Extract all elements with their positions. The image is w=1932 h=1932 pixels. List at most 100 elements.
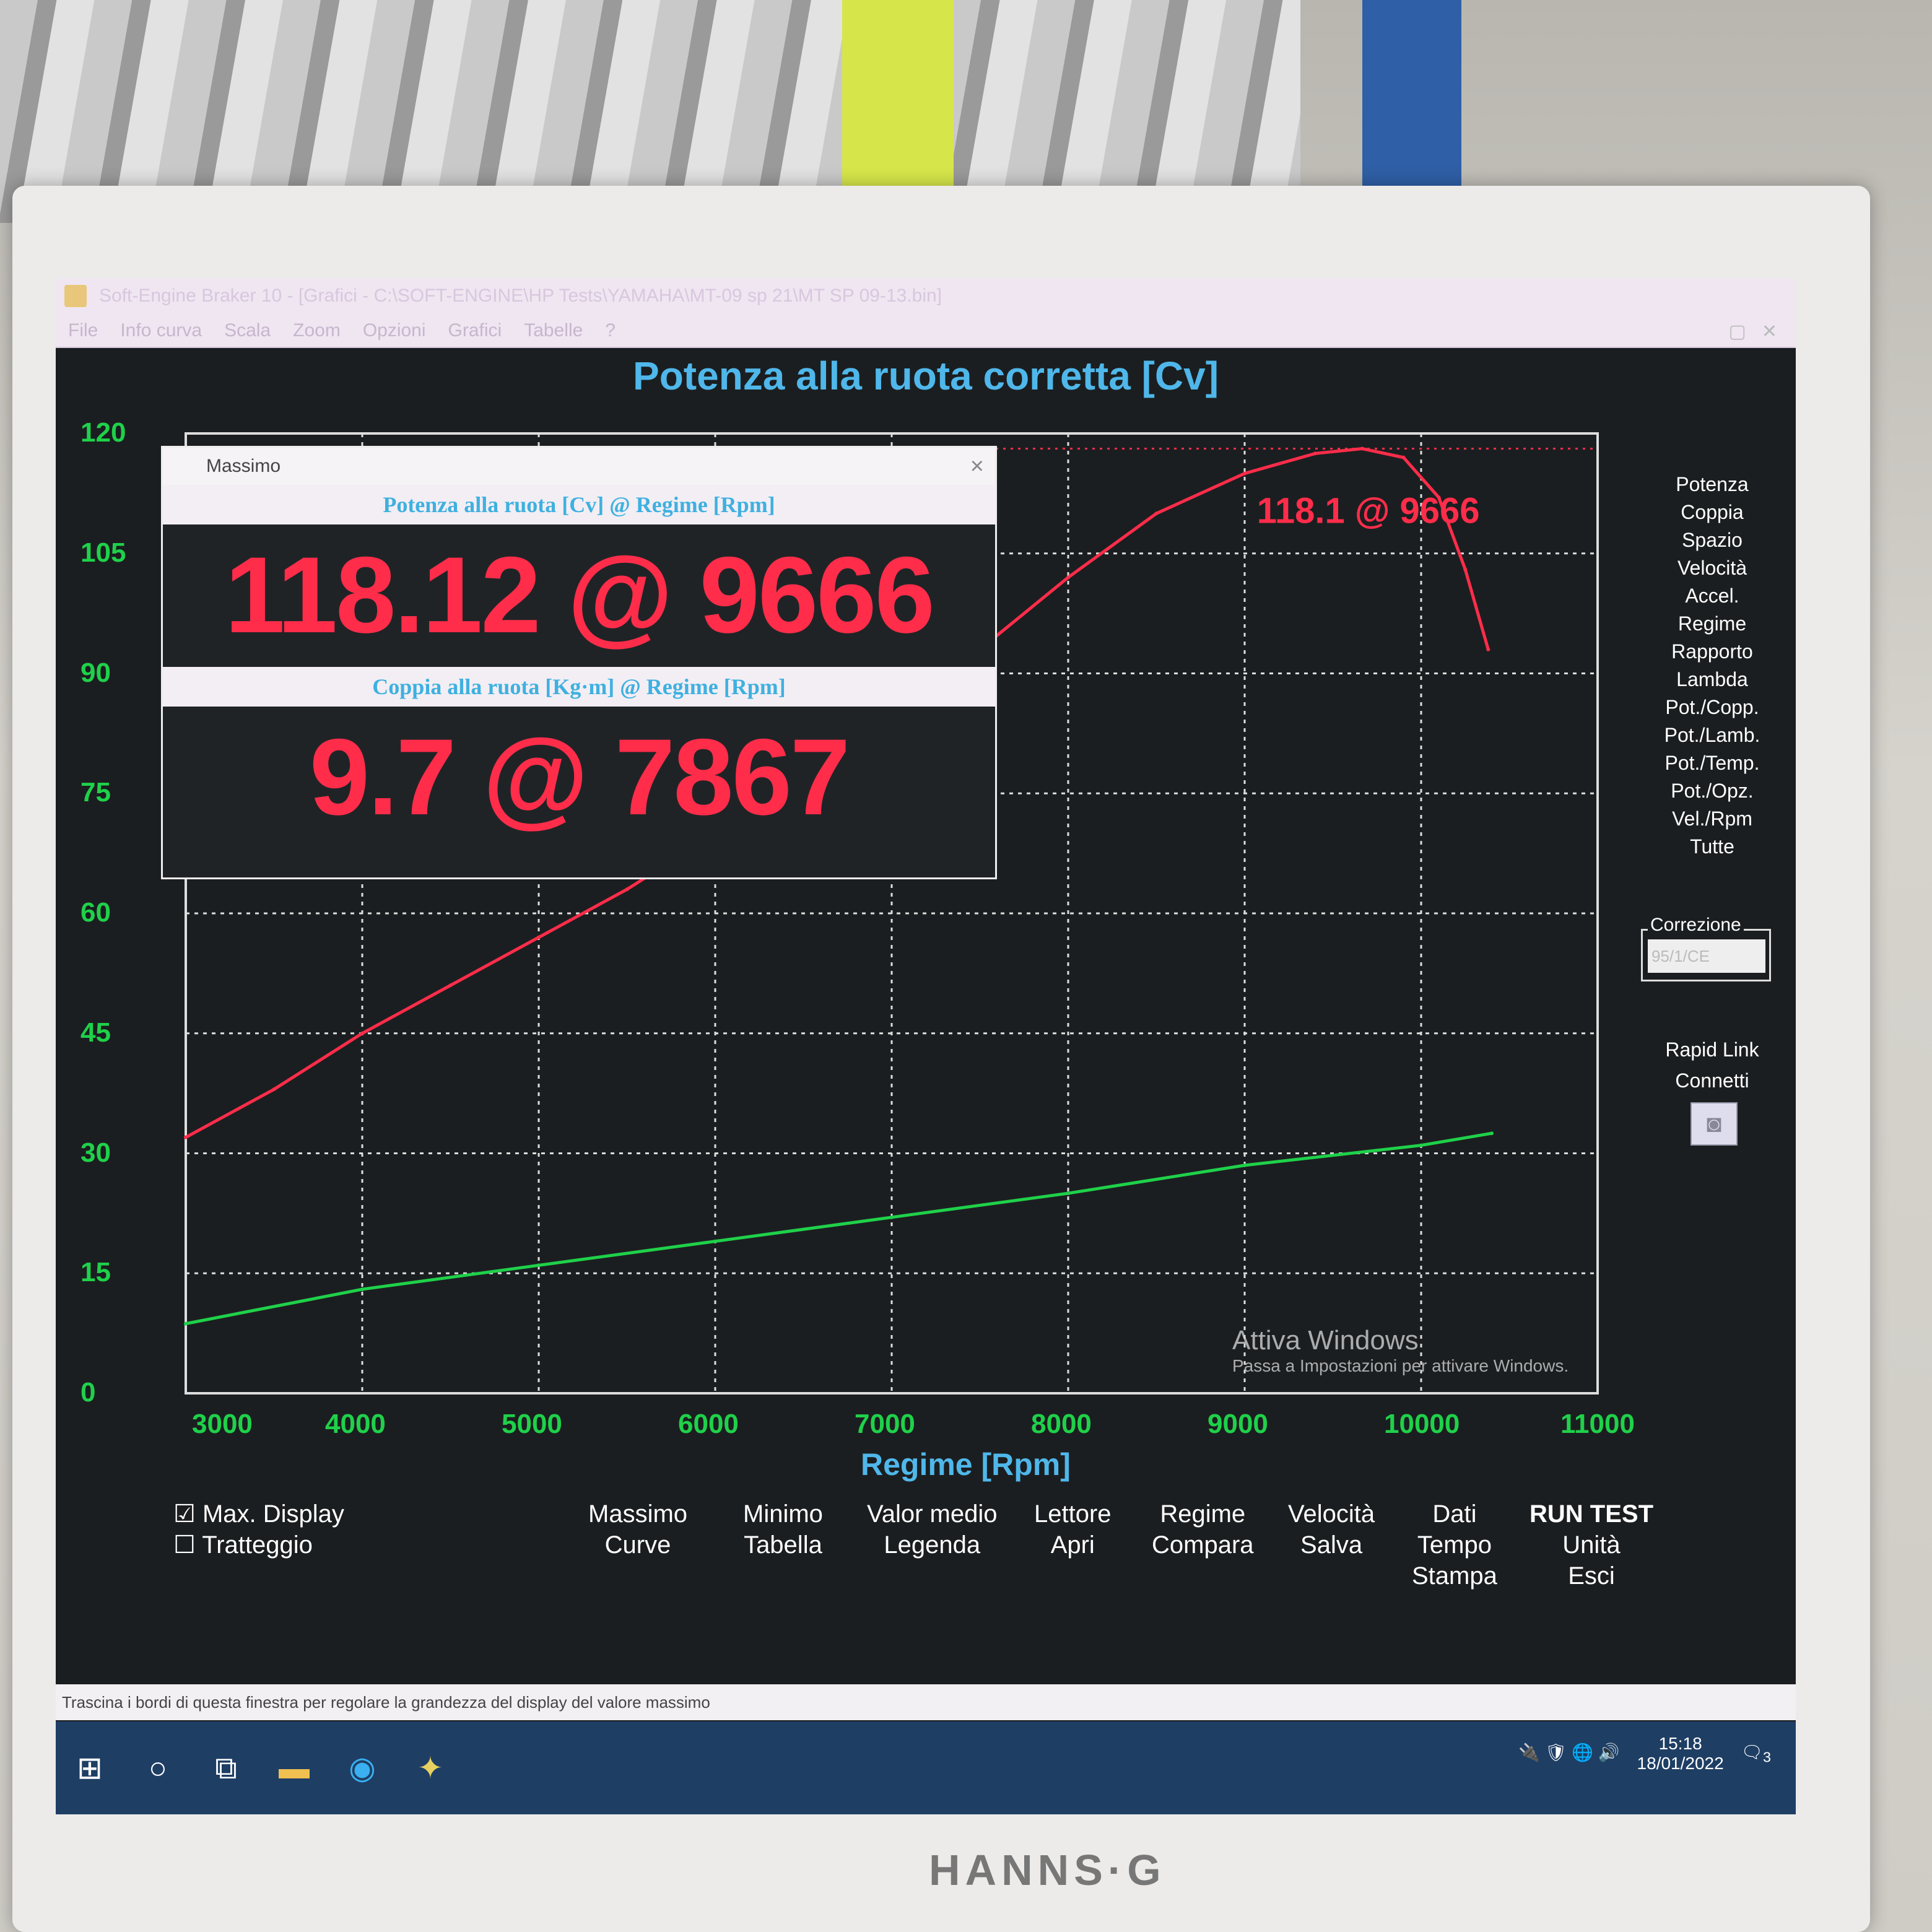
file-explorer-icon[interactable]: ▬ — [279, 1751, 310, 1785]
power-point — [1066, 575, 1070, 580]
tabella-button[interactable]: Tabella — [744, 1531, 822, 1559]
y-tick-label: 120 — [80, 417, 126, 448]
right-menu-item[interactable]: Coppia — [1681, 501, 1744, 523]
right-menu-item[interactable]: Potenza — [1676, 473, 1749, 495]
notification-icon[interactable]: 🗨3 — [1741, 1743, 1771, 1765]
torque-point — [1419, 1143, 1423, 1147]
y-tick-label: 15 — [80, 1257, 111, 1288]
right-menu-item[interactable]: Accel. — [1685, 585, 1739, 607]
dati-button[interactable]: Dati — [1432, 1500, 1477, 1528]
right-menu-item[interactable]: Pot./Lamb. — [1664, 724, 1760, 746]
power-point — [1154, 511, 1159, 516]
correction-group: Correzione 95/1/CE — [1641, 915, 1771, 981]
y-tick-label: 30 — [80, 1137, 111, 1168]
y-tick-label: 45 — [80, 1017, 111, 1048]
right-menu-item[interactable]: Spazio — [1682, 529, 1743, 551]
window-controls[interactable]: ▢ ✕ — [1728, 321, 1778, 342]
menu-file[interactable]: File — [68, 320, 98, 341]
power-point — [1486, 647, 1490, 651]
menu-zoom[interactable]: Zoom — [293, 320, 341, 341]
connect-button[interactable]: Connetti — [1675, 1069, 1749, 1092]
y-tick-label: 90 — [80, 657, 111, 688]
right-menu-item[interactable]: Pot./Opz. — [1671, 780, 1754, 802]
right-menu-item[interactable]: Vel./Rpm — [1672, 807, 1752, 830]
x-axis-label: Regime [Rpm] — [861, 1447, 1071, 1482]
right-menu-item[interactable]: Pot./Temp. — [1664, 752, 1760, 774]
y-tick-label: 75 — [80, 777, 111, 808]
salva-button[interactable]: Salva — [1300, 1531, 1363, 1559]
title-bar: Soft-Engine Braker 10 - [Grafici - C:\SO… — [56, 279, 1796, 313]
power-point — [1313, 451, 1317, 456]
right-menu-item[interactable]: Regime — [1677, 612, 1747, 635]
system-tray: 🔌 🛡 🌐 🔊 15:18 18/01/2022 🗨3 — [1518, 1734, 1771, 1773]
task-view-icon[interactable]: ⧉ — [215, 1751, 237, 1785]
regime-button[interactable]: Regime — [1160, 1500, 1246, 1528]
clock-date[interactable]: 18/01/2022 — [1637, 1754, 1724, 1773]
x-tick-label: 3000 — [192, 1409, 253, 1439]
power-point — [537, 935, 541, 939]
menu-info-curva[interactable]: Info curva — [120, 320, 202, 341]
stampa-button[interactable]: Stampa — [1412, 1562, 1497, 1590]
torque-header: Coppia alla ruota [Kg·m] @ Regime [Rpm] — [163, 667, 995, 707]
x-tick-label: 10000 — [1384, 1409, 1460, 1439]
monitor-brand-logo: HANNS·G — [929, 1846, 1166, 1894]
screen: Soft-Engine Braker 10 - [Grafici - C:\SO… — [56, 279, 1796, 1814]
max-value-dialog[interactable]: Massimo × Potenza alla ruota [Cv] @ Regim… — [161, 446, 997, 879]
dialog-title: Massimo — [206, 456, 281, 476]
compara-button[interactable]: Compara — [1152, 1531, 1254, 1559]
y-tick-label: 105 — [80, 537, 126, 568]
apri-button[interactable]: Apri — [1050, 1531, 1095, 1559]
camera-icon[interactable]: ◙ — [1690, 1102, 1738, 1146]
menu-opzioni[interactable]: Opzioni — [362, 320, 426, 341]
max-display-checkbox[interactable]: ☑ Max. Display — [173, 1500, 344, 1528]
tratteggio-checkbox[interactable]: ☐ Tratteggio — [173, 1531, 313, 1559]
tray-icons[interactable]: 🔌 🛡 🌐 🔊 — [1518, 1743, 1620, 1762]
unita-button[interactable]: Unità — [1562, 1531, 1621, 1559]
rapid-link-label[interactable]: Rapid Link — [1665, 1038, 1759, 1061]
velocita-button[interactable]: Velocità — [1288, 1500, 1375, 1528]
torque-point — [360, 1287, 364, 1292]
menu-scala[interactable]: Scala — [224, 320, 271, 341]
curve-button[interactable]: Curve — [604, 1531, 671, 1559]
x-tick-label: 5000 — [502, 1409, 562, 1439]
esci-button[interactable]: Esci — [1568, 1562, 1615, 1590]
right-menu-item[interactable]: Rapporto — [1671, 640, 1753, 663]
right-menu-item[interactable]: Pot./Copp. — [1665, 696, 1759, 718]
torque-point — [1066, 1191, 1070, 1196]
right-menu-item[interactable]: Velocità — [1677, 557, 1747, 579]
torque-point — [537, 1263, 541, 1268]
right-menu-item[interactable]: Tutte — [1690, 835, 1734, 858]
x-tick-label: 8000 — [1031, 1409, 1092, 1439]
rapid-link: Rapid Link Connetti — [1641, 1034, 1783, 1096]
tempo-button[interactable]: Tempo — [1417, 1531, 1492, 1559]
lettore-button[interactable]: Lettore — [1034, 1500, 1112, 1528]
power-point — [1463, 567, 1468, 572]
correction-select[interactable]: 95/1/CE — [1648, 939, 1765, 973]
valor-medio-button[interactable]: Valor medio — [867, 1500, 998, 1528]
right-menu: Potenza Coppia Spazio Velocità Accel. Regime R… — [1641, 471, 1783, 861]
menu-tabelle[interactable]: Tabelle — [524, 320, 583, 341]
menu-grafici[interactable]: Grafici — [448, 320, 502, 341]
minimo-button[interactable]: Minimo — [743, 1500, 823, 1528]
power-point — [1437, 495, 1441, 500]
app-icon — [64, 285, 87, 307]
clock-time[interactable]: 15:18 — [1658, 1734, 1702, 1753]
menu-help[interactable]: ? — [605, 320, 616, 341]
search-icon[interactable]: ○ — [148, 1751, 168, 1785]
dialog-titlebar[interactable]: Massimo × — [163, 448, 995, 485]
right-menu-item[interactable]: Lambda — [1676, 668, 1748, 690]
edge-browser-icon[interactable]: ◉ — [349, 1751, 376, 1785]
windows-start-icon[interactable]: ⊞ — [77, 1751, 103, 1785]
braker-app-icon[interactable]: ✦ — [417, 1751, 443, 1785]
power-point — [272, 1087, 276, 1092]
chart-title: Potenza alla ruota corretta [Cv] — [633, 354, 1219, 398]
massimo-button[interactable]: Massimo — [588, 1500, 688, 1528]
legenda-button[interactable]: Legenda — [884, 1531, 981, 1559]
window-title: Soft-Engine Braker 10 - [Grafici - C:\SO… — [99, 285, 942, 306]
taskbar: ⊞ ○ ⧉ ▬ ◉ ✦ 🔌 🛡 🌐 🔊 15:18 18/01/2022 🗨3 — [56, 1721, 1796, 1814]
close-icon[interactable]: × — [970, 453, 984, 479]
run-test-button[interactable]: RUN TEST — [1530, 1500, 1653, 1528]
power-point — [625, 887, 629, 892]
power-point — [184, 1135, 188, 1139]
power-max-value: 118.12 @ 9666 — [225, 535, 935, 656]
